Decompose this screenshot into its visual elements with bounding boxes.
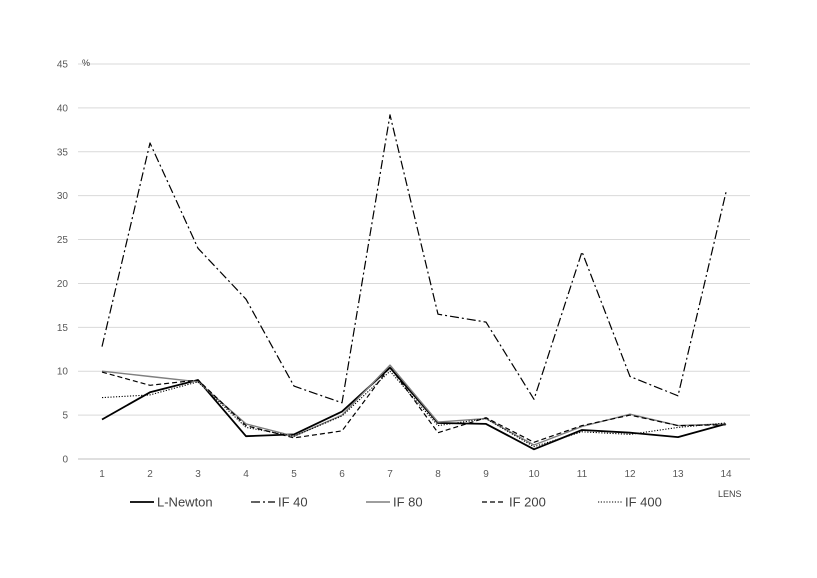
x-tick-label: 7 — [387, 469, 393, 480]
y-axis-ticks: 0 5 10 15 20 25 30 35 40 45 — [57, 60, 69, 466]
series-line-l-newton — [101, 366, 727, 451]
y-tick-label: 40 — [57, 103, 69, 114]
y-tick-label: 35 — [57, 147, 69, 158]
x-tick-label: 9 — [483, 469, 489, 480]
series-line-if-200 — [101, 366, 727, 443]
x-tick-label: 3 — [195, 469, 201, 480]
legend-label: L-Newton — [157, 495, 213, 510]
legend: L-Newton IF 40 IF 80 IF 200 IF 400 — [130, 495, 662, 510]
x-tick-label: 11 — [577, 469, 588, 480]
series-line-if-40 — [101, 114, 727, 404]
y-tick-label: 30 — [57, 191, 69, 202]
x-tick-label: 1 — [99, 469, 105, 480]
x-tick-label: 12 — [624, 469, 636, 480]
legend-label: IF 400 — [625, 495, 662, 510]
legend-label: IF 200 — [509, 495, 546, 510]
series-line-if-400 — [101, 370, 727, 448]
y-tick-label: 20 — [57, 279, 69, 290]
x-tick-label: 4 — [243, 469, 249, 480]
x-tick-label: 14 — [720, 469, 732, 480]
legend-label: IF 40 — [278, 495, 308, 510]
x-tick-label: 8 — [435, 469, 441, 480]
legend-label: IF 80 — [393, 495, 423, 510]
series-lines — [101, 114, 727, 451]
x-tick-label: 2 — [147, 469, 153, 480]
x-axis-label: LENS — [718, 489, 742, 499]
grid-lines — [78, 63, 750, 460]
x-tick-label: 6 — [339, 469, 345, 480]
y-tick-label: 10 — [57, 367, 69, 378]
y-axis-unit-label: % — [82, 58, 90, 68]
x-tick-label: 13 — [672, 469, 684, 480]
x-tick-label: 10 — [528, 469, 540, 480]
x-axis-ticks: 1 2 3 4 5 6 7 8 9 10 11 12 13 14 — [99, 469, 732, 480]
y-tick-label: 5 — [62, 411, 68, 422]
x-tick-label: 5 — [291, 469, 297, 480]
y-tick-label: 15 — [57, 323, 69, 334]
y-tick-label: 0 — [62, 455, 68, 466]
y-tick-label: 45 — [57, 60, 69, 71]
y-tick-label: 25 — [57, 235, 69, 246]
